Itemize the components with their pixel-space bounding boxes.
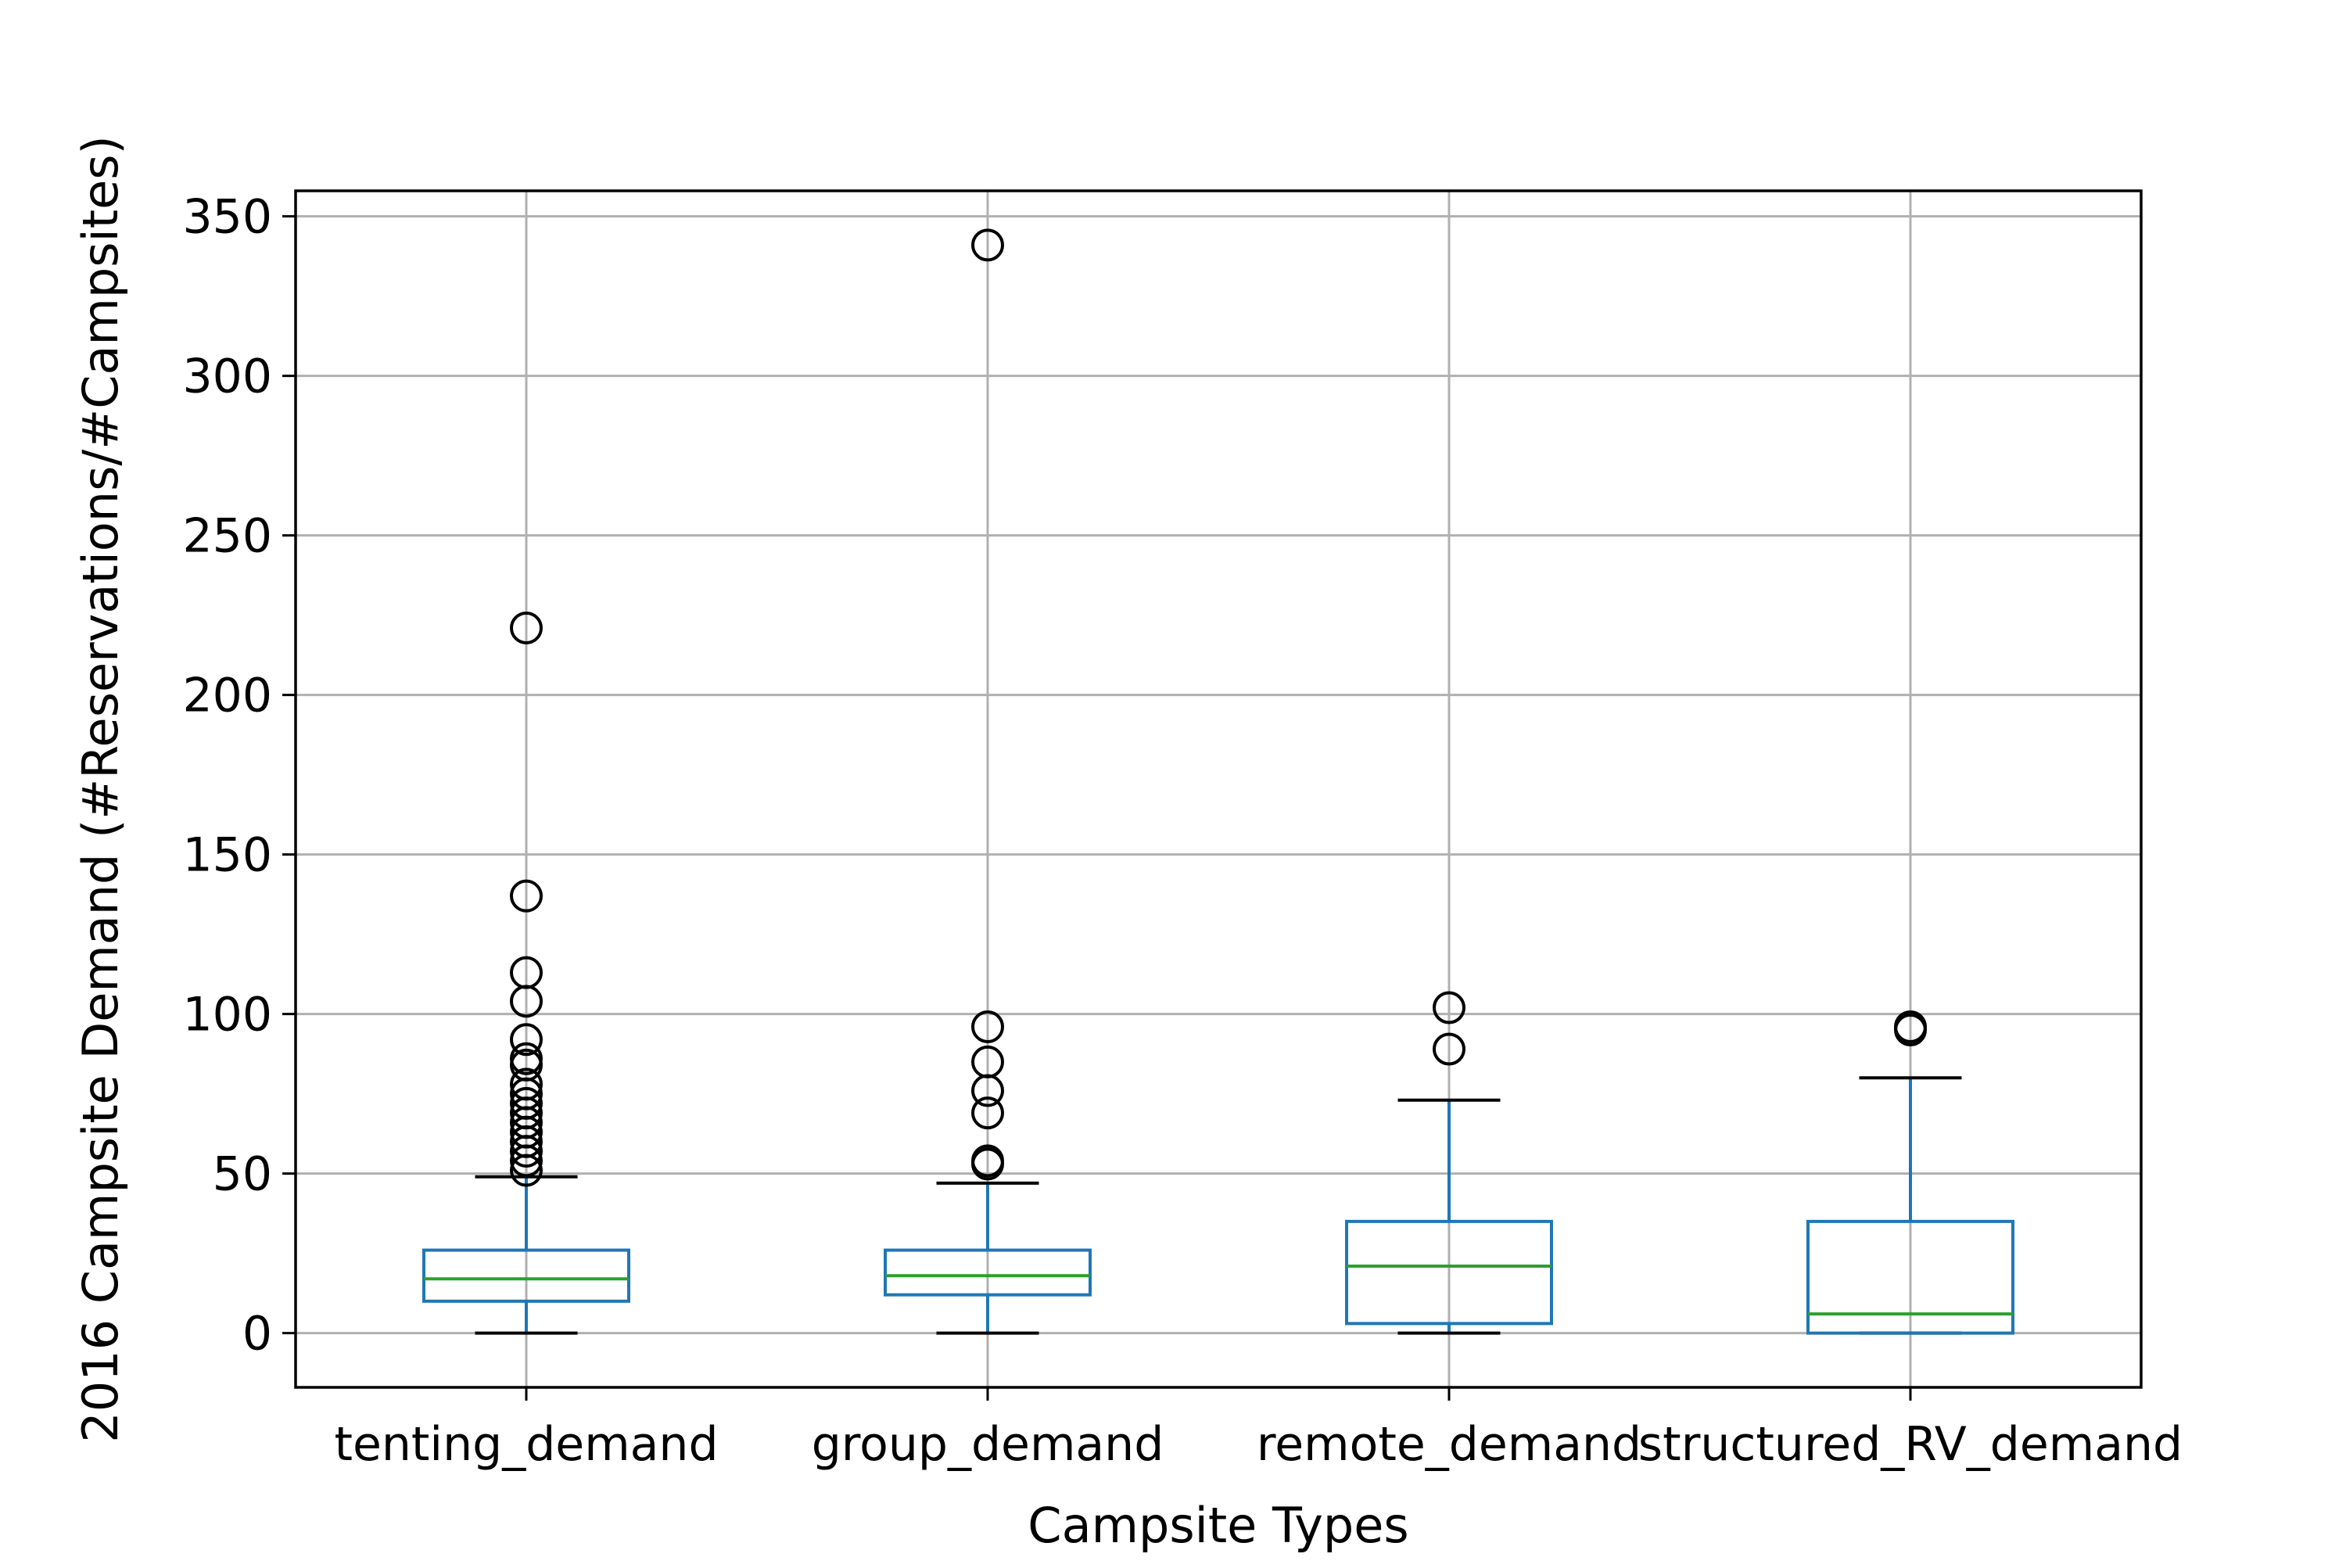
x-tick-label: structured_RV_demand [1638, 1417, 2183, 1472]
y-tick-label: 350 [182, 190, 272, 245]
outlier-point [510, 1023, 543, 1057]
x-tick-label: tenting_demand [334, 1417, 718, 1472]
x-tick-label: group_demand [812, 1417, 1164, 1472]
y-tick-label: 250 [182, 509, 272, 564]
x-axis-title: Campsite Types [1028, 1497, 1408, 1554]
iqr-box [422, 1248, 630, 1303]
iqr-box [1806, 1219, 2014, 1335]
outlier-point [510, 1154, 543, 1187]
outlier-point [510, 985, 543, 1018]
outlier-point [510, 1144, 543, 1178]
y-tick-label: 50 [213, 1147, 272, 1202]
plot-frame [294, 189, 2143, 1389]
outlier-point [971, 1010, 1004, 1043]
outlier-point [510, 879, 543, 913]
y-tick-label: 200 [182, 669, 272, 723]
y-tick-label: 100 [182, 988, 272, 1042]
box-group_demand [884, 228, 1092, 1335]
outlier-point [971, 1074, 1004, 1107]
outlier-point [971, 228, 1004, 262]
box-layer [422, 228, 2014, 1335]
grid-layer [296, 191, 2141, 1387]
outlier-point [510, 611, 543, 644]
iqr-box [884, 1248, 1092, 1297]
iqr-box [1345, 1219, 1553, 1326]
y-tick-label: 150 [182, 828, 272, 883]
outlier-point [1894, 1010, 1927, 1043]
x-tick-label: remote_demand [1257, 1417, 1641, 1472]
outlier-point [971, 1147, 1004, 1181]
tick-layer: 0 50 100 150 200 250 300 350 tenting_demand group… [182, 190, 2183, 1472]
y-tick-label: 0 [242, 1307, 272, 1362]
box-tenting_demand [422, 611, 630, 1335]
y-axis-title: 2016 Campsite Demand (#Reservations/#Cam… [72, 135, 129, 1442]
outlier-point [510, 1135, 543, 1168]
y-tick-label: 300 [182, 350, 272, 404]
outlier-point [1433, 1032, 1465, 1066]
box-remote_demand [1345, 991, 1553, 1335]
outlier-point [1433, 991, 1465, 1024]
box-structured_RV_demand [1806, 1010, 2014, 1335]
outlier-point [971, 1096, 1004, 1130]
